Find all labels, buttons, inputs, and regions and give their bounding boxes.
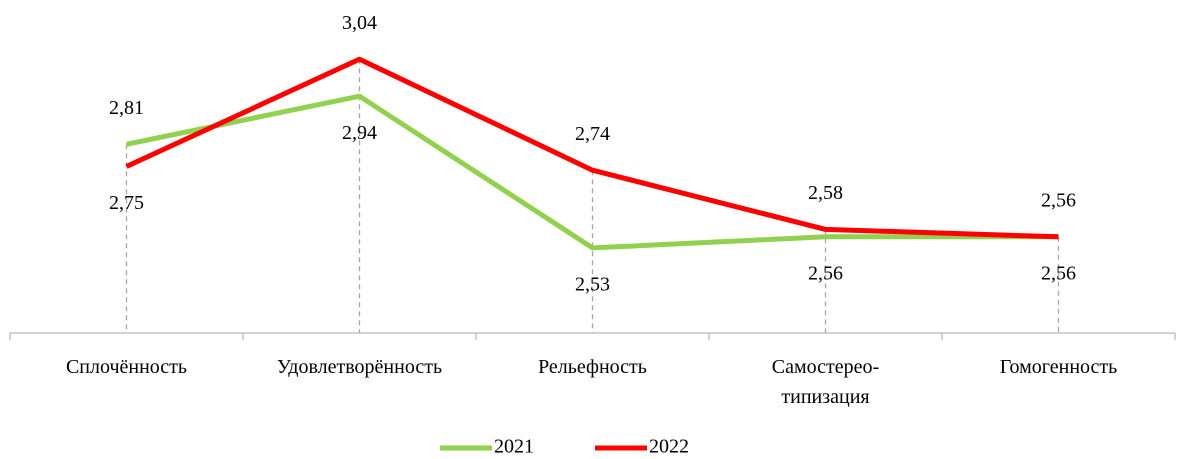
value-label: 2,94	[342, 122, 377, 144]
line	[125, 56, 1059, 240]
value-label: 2,81	[109, 97, 144, 119]
x-tick-label: Гомогенность	[999, 356, 1118, 378]
value-label: 3,04	[342, 12, 377, 34]
x-tick-label: Удовлетворённость	[276, 356, 443, 378]
legend-label: 2021	[494, 436, 534, 458]
x-tick-label: Сплочённость	[65, 356, 188, 378]
line	[125, 93, 1059, 251]
x-tick-label: Самостерео-типизация	[771, 356, 880, 408]
legend-label: 2022	[649, 436, 689, 458]
value-label: 2,56	[808, 262, 843, 284]
value-label: 2,58	[808, 182, 843, 204]
value-label: 2,53	[575, 273, 610, 295]
value-label: 2,56	[1041, 262, 1076, 284]
value-label: 2,56	[1041, 189, 1076, 211]
x-tick-label: Рельефность	[538, 356, 647, 378]
value-label: 2,75	[109, 192, 144, 214]
value-label: 2,74	[575, 123, 610, 145]
